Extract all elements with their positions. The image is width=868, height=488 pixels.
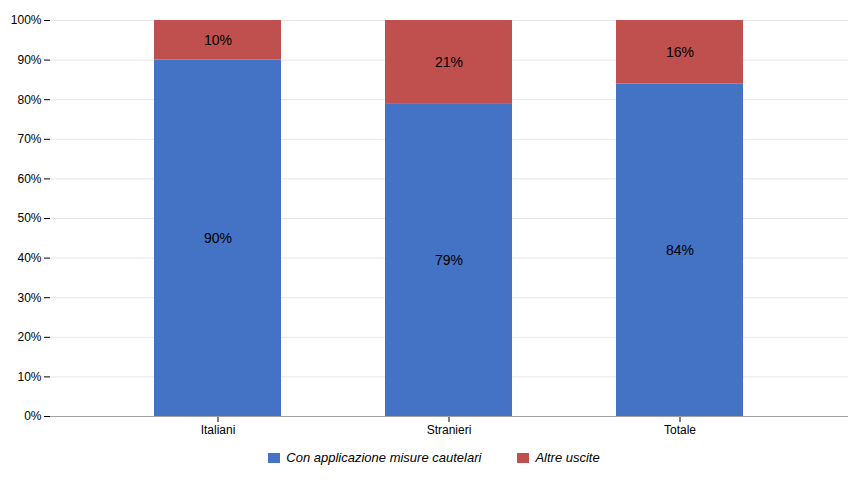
svg-text:10%: 10%	[204, 32, 232, 48]
svg-text:30%: 30%	[17, 291, 41, 305]
svg-text:80%: 80%	[17, 93, 41, 107]
svg-text:100%: 100%	[11, 13, 42, 27]
svg-text:0%: 0%	[24, 409, 42, 423]
svg-text:79%: 79%	[435, 252, 463, 268]
svg-text:90%: 90%	[204, 230, 232, 246]
svg-text:16%: 16%	[666, 44, 694, 60]
svg-text:84%: 84%	[666, 242, 694, 258]
svg-text:21%: 21%	[435, 54, 463, 70]
svg-text:90%: 90%	[17, 53, 41, 67]
svg-text:Totale: Totale	[664, 423, 696, 437]
svg-text:10%: 10%	[17, 370, 41, 384]
html-text:Altre uscite: Altre uscite	[535, 450, 600, 465]
svg-text:20%: 20%	[17, 330, 41, 344]
svg-text:50%: 50%	[17, 211, 41, 225]
svg-text:60%: 60%	[17, 172, 41, 186]
svg-text:Stranieri: Stranieri	[427, 423, 472, 437]
svg-text:40%: 40%	[17, 251, 41, 265]
svg-text:70%: 70%	[17, 132, 41, 146]
html-text:Con applicazione misure cautel: Con applicazione misure cautelari	[286, 450, 482, 465]
svg-text:Italiani: Italiani	[201, 423, 236, 437]
